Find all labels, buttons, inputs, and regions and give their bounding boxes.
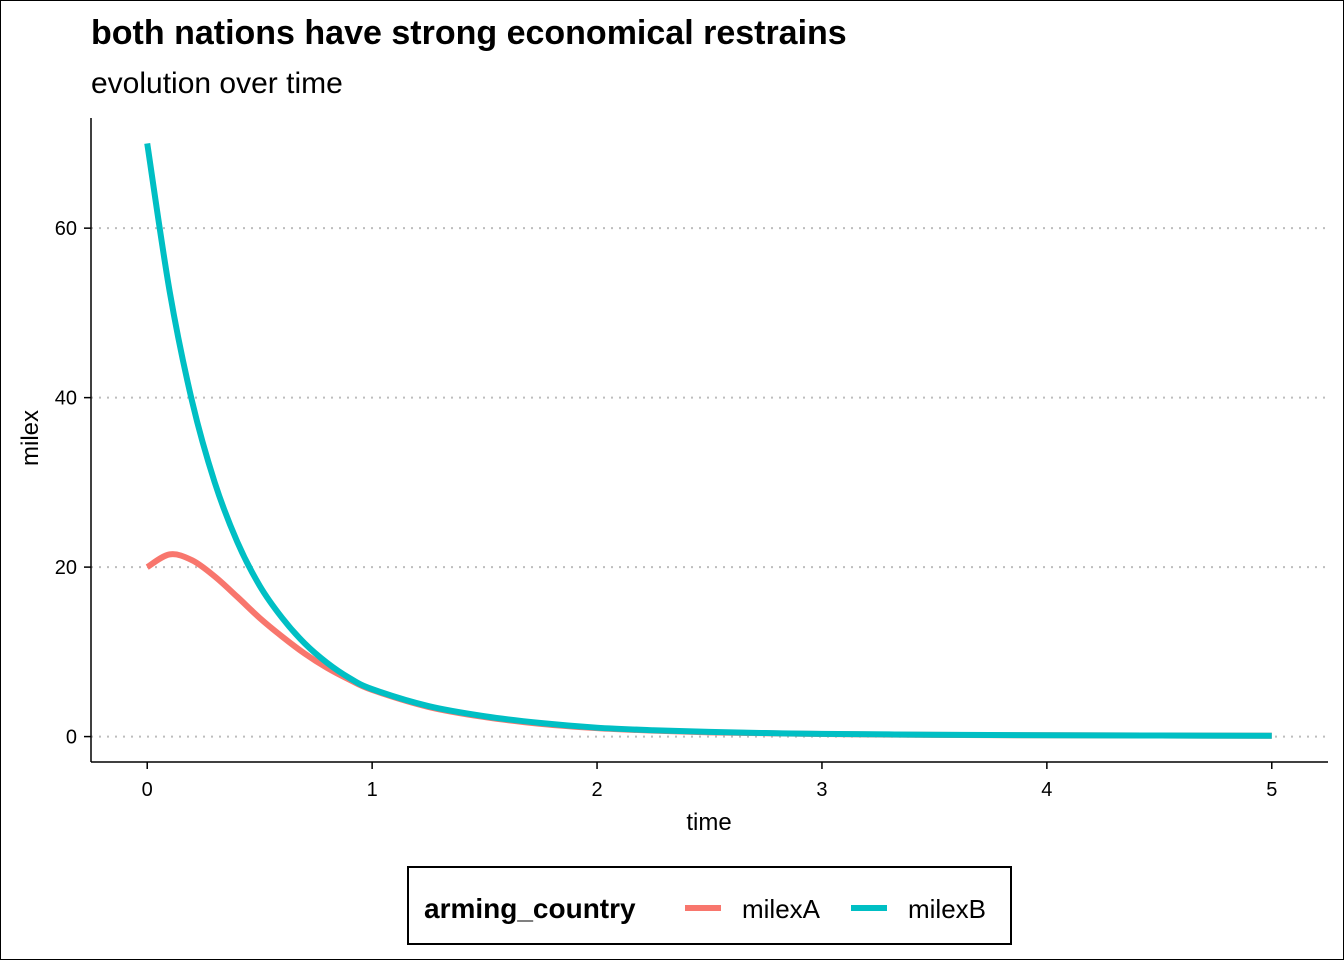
x-tick-label-0: 0	[142, 779, 153, 801]
x-tick-label-5: 5	[1266, 779, 1277, 801]
x-tick-label-3: 3	[816, 779, 827, 801]
y-tick-label-60: 60	[55, 218, 77, 240]
y-tick-label-0: 0	[66, 727, 77, 749]
chart-subtitle: evolution over time	[91, 67, 343, 100]
x-axis-label: time	[686, 809, 731, 836]
series-line-milexB	[144, 142, 1272, 739]
x-tick-label-1: 1	[367, 779, 378, 801]
gridlines	[91, 227, 1328, 738]
legend-label-milexB: milexB	[908, 894, 986, 924]
series-layer	[144, 142, 1272, 739]
legend-title: arming_country	[424, 893, 636, 924]
y-tick-label-20: 20	[55, 557, 77, 579]
y-axis-ticks: 0 20 40 60	[55, 218, 91, 749]
x-tick-label-4: 4	[1041, 779, 1052, 801]
x-tick-label-2: 2	[591, 779, 602, 801]
chart-title: both nations have strong economical rest…	[91, 14, 847, 52]
series-line-milexA	[145, 551, 1272, 739]
legend-label-milexA: milexA	[742, 894, 821, 924]
legend: arming_country milexA milexB	[407, 866, 1012, 945]
x-axis-ticks: 0 1 2 3 4 5	[142, 762, 1277, 801]
y-tick-label-40: 40	[55, 388, 77, 410]
y-axis-label: milex	[17, 410, 44, 466]
